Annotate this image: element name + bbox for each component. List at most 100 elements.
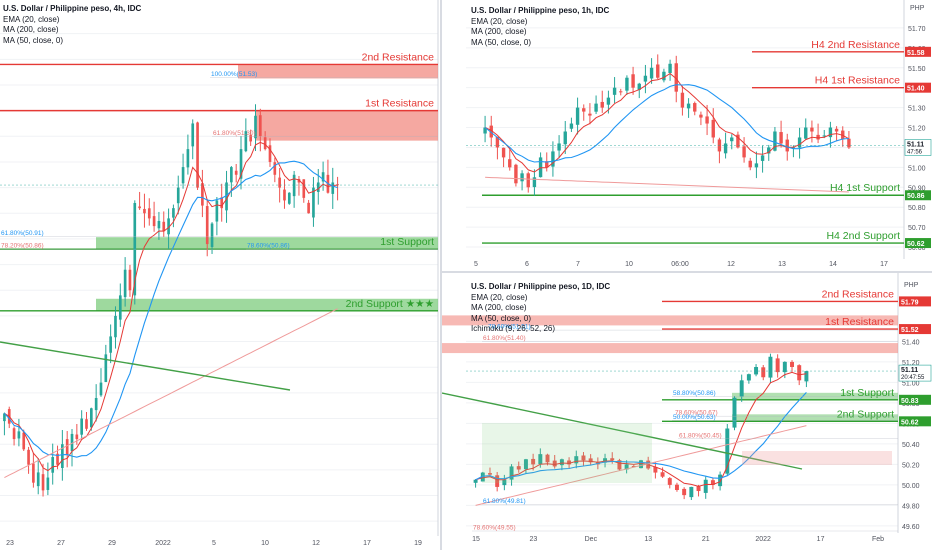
candle-body	[804, 127, 808, 139]
chart-4h-pane[interactable]: 51.7051.6051.5051.4051.3051.2051.1051.00…	[0, 0, 440, 550]
support-zone	[732, 392, 898, 400]
candle-body	[730, 137, 734, 142]
support-label: H4 2nd Support	[826, 230, 900, 242]
chart-4h-indicator[interactable]: MA (50, close, 0)	[3, 35, 64, 45]
x-tick-label: 6	[525, 261, 529, 268]
candle-body	[718, 474, 723, 487]
candle-body	[631, 74, 635, 88]
candle-body	[27, 449, 30, 465]
candle-body	[162, 221, 166, 232]
chart-1d-svg[interactable]: 51.4051.2051.0050.8050.6050.4050.2050.00…	[442, 273, 932, 550]
candle-body	[773, 131, 777, 151]
price-tag	[905, 190, 931, 201]
candle-body	[3, 413, 6, 422]
candle-body	[196, 122, 199, 188]
last-time-label: 47:56	[907, 149, 923, 155]
chart-1d-indicator[interactable]: MA (200, close)	[471, 303, 527, 312]
candle-body	[94, 398, 98, 411]
candle-body	[488, 473, 492, 475]
chart-1h-pane[interactable]: 51.7051.6051.5051.4051.3051.2051.1051.00…	[442, 0, 932, 271]
chart-1h-svg[interactable]: 51.7051.6051.5051.4051.3051.2051.1051.00…	[442, 0, 932, 271]
candle-body	[167, 218, 170, 235]
candle-body	[70, 433, 74, 452]
candle-body	[489, 125, 493, 138]
candle-body	[312, 187, 315, 218]
candle-body	[660, 472, 665, 477]
candle-body	[143, 208, 146, 214]
y-tick-label: 50.70	[908, 225, 926, 232]
chart-1d-indicator[interactable]: MA (50, close, 0)	[471, 313, 532, 323]
candle-body	[760, 155, 765, 161]
candle-body	[123, 269, 127, 298]
trend-line	[0, 341, 291, 391]
candle-body	[582, 108, 586, 112]
candle-body	[473, 479, 478, 483]
y-tick-label: 51.20	[908, 126, 926, 133]
x-tick-label: 13	[778, 261, 786, 268]
candle-body	[230, 167, 233, 183]
candle-body	[263, 137, 267, 150]
fib-label: 50.00%(50.63)	[673, 414, 716, 421]
chart-1d-pane[interactable]: 51.4051.2051.0050.8050.6050.4050.2050.00…	[442, 273, 932, 550]
candle-body	[210, 223, 214, 247]
candle-body	[114, 315, 117, 338]
candle-body	[588, 113, 592, 116]
candle-body	[109, 336, 112, 353]
last-price-label: 51.11	[907, 141, 924, 148]
pane-divider-horizontal[interactable]	[442, 271, 932, 273]
y-tick-label: 51.70	[908, 26, 926, 33]
chart-4h-svg[interactable]: 51.7051.6051.5051.4051.3051.2051.1051.00…	[0, 0, 440, 550]
candle-body	[797, 365, 802, 381]
candle-body	[816, 134, 820, 140]
chart-4h-title: U.S. Dollar / Philippine peso, 4h, IDC	[3, 4, 142, 13]
x-tick-label: 29	[108, 540, 116, 547]
candle-body	[686, 103, 691, 109]
candle-body	[563, 131, 567, 145]
candle-body	[797, 137, 802, 148]
y-tick-label: 50.80	[908, 205, 926, 212]
x-tick-label: 5	[212, 540, 216, 547]
candle-body	[336, 184, 339, 186]
chart-1h-indicator[interactable]: EMA (20, close)	[471, 16, 528, 26]
candle-body	[138, 206, 141, 209]
price-tag	[899, 324, 931, 335]
x-tick-label: 19	[414, 540, 422, 547]
candle-body	[514, 164, 518, 184]
candle-body	[181, 167, 185, 184]
chart-4h-indicator[interactable]: MA (200, close)	[3, 25, 59, 34]
candle-body	[249, 135, 252, 142]
support-label: H4 1st Support	[830, 182, 900, 194]
candle-body	[710, 480, 715, 485]
support-zone	[732, 414, 898, 422]
candle-body	[532, 177, 537, 188]
candle-body	[649, 67, 654, 79]
candle-body	[557, 143, 561, 151]
candle-body	[746, 374, 751, 381]
support-label: 1st Support	[840, 387, 894, 399]
candle-body	[643, 75, 648, 82]
price-tag	[905, 82, 931, 93]
x-tick-label: Dec	[585, 536, 598, 543]
candle-body	[157, 220, 161, 229]
chart-1d-indicator[interactable]: Ichimoku (9, 26, 52, 26)	[471, 324, 556, 333]
x-tick-label: 13	[644, 536, 652, 543]
candle-body	[128, 269, 132, 291]
candle-body	[220, 197, 224, 209]
ichimoku-cloud	[742, 451, 892, 465]
support-zone	[96, 298, 438, 311]
candle-body	[172, 208, 175, 218]
pane-divider-vertical[interactable]	[440, 0, 442, 550]
candle-body	[689, 486, 694, 498]
chart-1h-indicator[interactable]: MA (50, close, 0)	[471, 37, 532, 47]
candle-body	[822, 135, 826, 137]
candle-body	[152, 216, 156, 227]
chart-1h-indicator[interactable]: MA (200, close)	[471, 27, 527, 36]
chart-1h-legend: U.S. Dollar / Philippine peso, 1h, IDC E…	[471, 6, 609, 48]
candle-body	[545, 454, 550, 463]
price-tag-label: 51.79	[901, 299, 919, 306]
candle-body	[32, 463, 35, 483]
candle-body	[610, 458, 615, 461]
chart-4h-indicator[interactable]: EMA (20, close)	[3, 14, 60, 24]
chart-1d-indicator[interactable]: EMA (20, close)	[471, 292, 528, 302]
candle-body	[581, 455, 586, 461]
